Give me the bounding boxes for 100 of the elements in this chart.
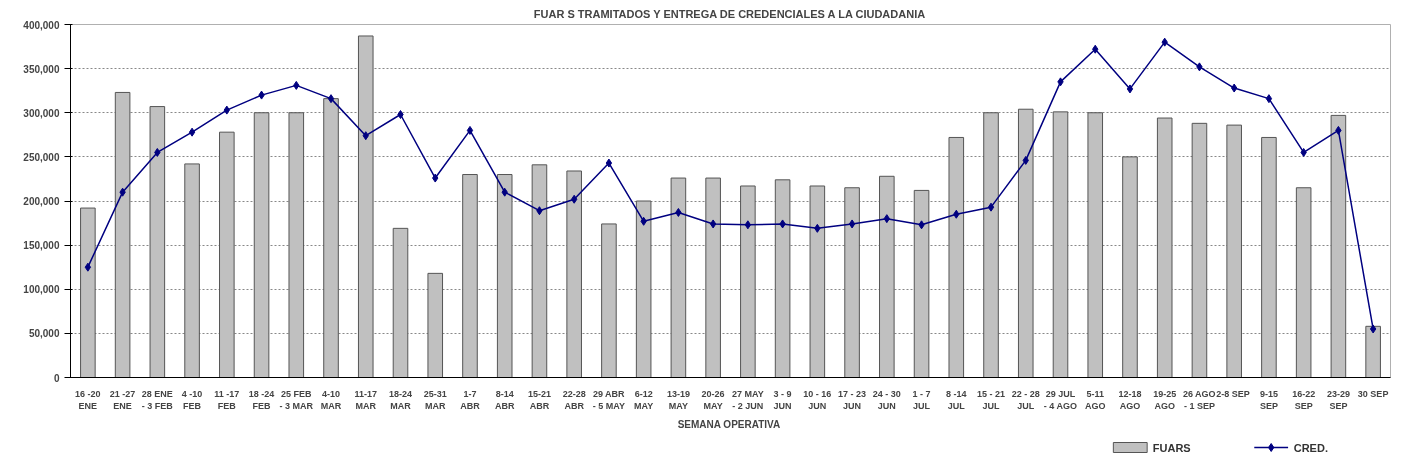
point bbox=[362, 131, 369, 141]
x-tick-label: 2-8 SEP bbox=[1216, 388, 1250, 399]
point bbox=[154, 147, 161, 157]
bar bbox=[149, 106, 166, 378]
x-tick-label: 5-11 AGO bbox=[1084, 388, 1106, 411]
x-tick-label: 29 JUL - 4 AGO bbox=[1043, 388, 1077, 411]
point bbox=[1092, 44, 1099, 54]
point bbox=[1126, 84, 1134, 94]
bar bbox=[357, 35, 374, 378]
x-tick-label: 15 - 21 JUL bbox=[977, 388, 1006, 411]
point bbox=[1265, 94, 1273, 104]
x-tick-label: 10 - 16 JUN bbox=[803, 388, 832, 411]
y-tick-label: 250,000 bbox=[23, 151, 60, 163]
bar bbox=[427, 272, 444, 378]
x-tick-label: 18 -24 FEB bbox=[248, 388, 275, 411]
point bbox=[1300, 147, 1307, 157]
x-tick-label: 22-28 ABR bbox=[562, 388, 586, 411]
bar bbox=[566, 170, 582, 378]
point bbox=[501, 187, 508, 197]
y-tick-label: 350,000 bbox=[23, 63, 60, 75]
bar bbox=[983, 112, 999, 378]
x-tick-label: 4 -10 FEB bbox=[181, 388, 203, 411]
point bbox=[84, 262, 92, 272]
bar bbox=[1261, 136, 1277, 378]
bar bbox=[670, 177, 687, 378]
bar bbox=[913, 189, 930, 378]
bar bbox=[1191, 122, 1208, 378]
x-tick-label: 27 MAY - 2 JUN bbox=[732, 388, 764, 411]
x-tick-label: 1-7 ABR bbox=[460, 388, 481, 411]
point bbox=[1022, 155, 1029, 165]
x-tick-label: 22 - 28 JUL bbox=[1011, 388, 1040, 411]
x-tick-label: 16-22 SEP bbox=[1292, 388, 1316, 411]
point bbox=[119, 187, 126, 197]
legend-label: CRED. bbox=[1293, 441, 1328, 454]
x-tick-label: 19-25 AGO bbox=[1153, 388, 1177, 411]
point bbox=[1335, 125, 1342, 135]
y-tick-label: 400,000 bbox=[23, 19, 60, 31]
bar bbox=[635, 200, 652, 378]
point bbox=[814, 223, 821, 233]
point bbox=[744, 220, 752, 230]
point bbox=[188, 127, 196, 137]
point bbox=[640, 216, 647, 226]
bar bbox=[879, 175, 895, 378]
point bbox=[779, 219, 786, 229]
point bbox=[953, 209, 960, 219]
x-tick-label: 30 SEP bbox=[1357, 388, 1389, 399]
bar bbox=[531, 164, 548, 378]
point bbox=[258, 90, 265, 100]
x-tick-label: 3 - 9 JUN bbox=[773, 388, 792, 411]
point bbox=[848, 219, 856, 229]
point bbox=[432, 173, 439, 183]
point bbox=[1161, 37, 1168, 47]
x-tick-label: 26 AGO - 1 SEP bbox=[1182, 388, 1216, 411]
bar bbox=[601, 223, 617, 378]
point bbox=[327, 94, 335, 104]
bar bbox=[1295, 187, 1312, 378]
y-tick-label: 200,000 bbox=[23, 196, 60, 207]
x-tick-label: 1 - 7 JUL bbox=[912, 388, 931, 411]
bar bbox=[288, 112, 305, 378]
x-tick-label: 13-19 MAY bbox=[666, 388, 690, 411]
x-tick-label: 25-31 MAR bbox=[423, 388, 447, 411]
point bbox=[536, 206, 543, 216]
x-axis-title: SEMANA OPERATIVA bbox=[677, 418, 781, 430]
point bbox=[1196, 62, 1203, 72]
bar bbox=[114, 91, 131, 378]
bar bbox=[219, 131, 235, 378]
x-tick-label: 12-18 AGO bbox=[1118, 388, 1142, 411]
y-tick-label: 50,000 bbox=[28, 328, 60, 340]
point bbox=[1369, 324, 1377, 334]
bar bbox=[1017, 108, 1034, 378]
x-tick-label: 11-17 MAR bbox=[354, 388, 378, 411]
x-tick-label: 11 -17 FEB bbox=[214, 388, 240, 411]
y-tick-label: 150,000 bbox=[23, 240, 60, 252]
point bbox=[1231, 83, 1238, 93]
x-tick-label: 8 -14 JUL bbox=[946, 388, 967, 411]
x-tick-label: 8-14 ABR bbox=[494, 388, 515, 411]
chart-title: FUAR S TRAMITADOS Y ENTREGA DE CREDENCIALES A LA CIUDADANIA bbox=[533, 7, 926, 20]
bar bbox=[948, 136, 965, 378]
point bbox=[466, 125, 474, 135]
x-tick-label: 6-12 MAY bbox=[634, 388, 654, 411]
bar bbox=[1122, 156, 1138, 378]
x-tick-label: 23-29 SEP bbox=[1326, 388, 1350, 411]
point bbox=[605, 158, 613, 168]
x-tick-label: 16 -20 ENE bbox=[75, 388, 101, 411]
x-tick-label: 21 -27 ENE bbox=[109, 388, 136, 411]
bar bbox=[1330, 114, 1347, 378]
legend-label: FUARS bbox=[1152, 441, 1191, 454]
y-tick-label: 300,000 bbox=[23, 107, 60, 119]
x-tick-label: 24 - 30 JUN bbox=[872, 388, 901, 411]
bar bbox=[1226, 124, 1242, 378]
bar bbox=[80, 207, 96, 378]
x-tick-label: 18-24 MAR bbox=[388, 388, 413, 411]
bar bbox=[844, 187, 860, 378]
point bbox=[918, 220, 925, 230]
x-tick-label: 17 - 23 JUN bbox=[838, 388, 867, 411]
bar bbox=[496, 174, 513, 378]
bar bbox=[462, 174, 478, 378]
x-tick-label: 4-10 MAR bbox=[320, 388, 342, 411]
bar bbox=[774, 179, 791, 378]
bar bbox=[392, 227, 409, 378]
